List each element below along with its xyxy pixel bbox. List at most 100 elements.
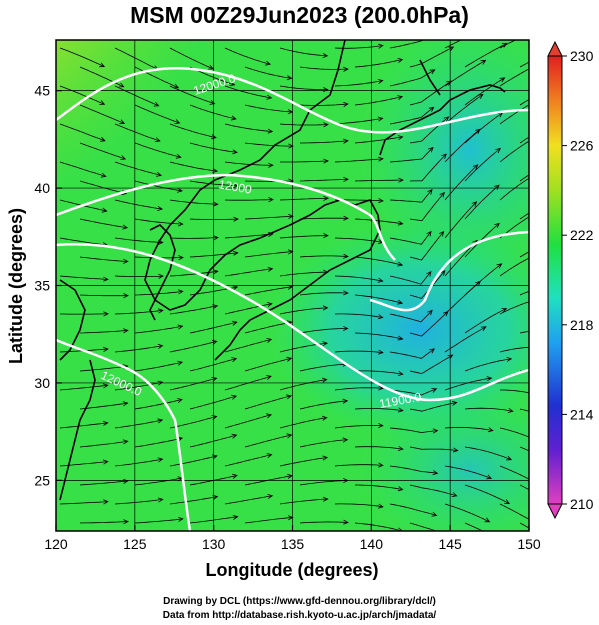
streamline-arrowhead bbox=[439, 191, 445, 198]
streamline bbox=[464, 484, 510, 504]
streamline-arrowhead bbox=[213, 201, 219, 207]
streamline-arrowhead bbox=[397, 335, 404, 341]
streamline-arrowhead bbox=[322, 496, 329, 502]
streamline bbox=[224, 454, 272, 467]
streamline bbox=[59, 47, 105, 67]
streamline bbox=[464, 77, 505, 106]
streamline-arrowhead bbox=[232, 250, 239, 256]
streamline bbox=[169, 377, 217, 391]
streamline bbox=[244, 215, 293, 220]
streamline-arrowhead bbox=[323, 87, 329, 93]
streamline-arrowhead bbox=[123, 258, 129, 264]
streamline bbox=[279, 498, 328, 505]
streamline-arrowhead bbox=[229, 81, 236, 86]
streamline-arrowhead bbox=[343, 519, 349, 525]
streamline-arrowhead bbox=[343, 478, 349, 484]
streamline bbox=[334, 313, 383, 318]
streamline-arrowhead bbox=[177, 187, 183, 193]
streamline bbox=[499, 216, 529, 239]
streamline-arrowhead bbox=[99, 136, 106, 142]
streamline-arrowhead bbox=[212, 168, 219, 174]
streamline-arrowhead bbox=[118, 82, 125, 88]
streamline bbox=[169, 416, 217, 429]
streamline-arrowhead bbox=[212, 269, 219, 275]
streamline-arrowhead bbox=[496, 263, 503, 269]
streamline bbox=[189, 475, 238, 486]
streamline bbox=[114, 458, 163, 467]
streamline-arrowhead bbox=[538, 483, 543, 487]
streamline bbox=[79, 330, 128, 334]
streamline-arrowhead bbox=[173, 83, 180, 89]
streamline-arrowhead bbox=[501, 308, 508, 313]
streamline-arrowhead bbox=[122, 439, 129, 445]
streamline-arrowhead bbox=[451, 400, 458, 406]
streamline-arrowhead bbox=[343, 101, 349, 107]
streamline-arrowhead bbox=[443, 116, 450, 122]
streamline-arrowhead bbox=[494, 184, 500, 190]
streamline-arrowhead bbox=[343, 290, 349, 296]
streamline-arrowhead bbox=[156, 171, 163, 177]
streamline bbox=[114, 123, 161, 142]
streamline-arrowhead bbox=[102, 383, 109, 389]
streamline bbox=[244, 475, 293, 486]
streamline bbox=[134, 437, 183, 448]
streamline bbox=[519, 61, 529, 68]
streamline-arrowhead bbox=[429, 348, 435, 354]
streamline bbox=[519, 408, 529, 412]
streamline-arrowhead bbox=[323, 158, 329, 164]
streamline bbox=[114, 419, 163, 429]
streamline-arrowhead bbox=[480, 59, 487, 65]
streamline bbox=[519, 251, 529, 258]
streamline bbox=[279, 417, 327, 429]
streamline-arrowhead bbox=[441, 153, 447, 160]
y-tick-label: 25 bbox=[34, 472, 50, 488]
streamline-arrowhead bbox=[377, 314, 384, 320]
streamline-arrowhead bbox=[265, 60, 271, 66]
streamline-arrowhead bbox=[377, 79, 384, 84]
streamline-arrowhead bbox=[378, 349, 384, 355]
streamline-arrowhead bbox=[177, 516, 184, 522]
streamline-arrowhead bbox=[542, 394, 547, 398]
streamline bbox=[189, 516, 238, 524]
streamline bbox=[409, 116, 449, 144]
colorbar-max-arrow bbox=[547, 40, 563, 57]
streamline bbox=[464, 184, 500, 220]
streamline-arrowhead bbox=[534, 172, 539, 176]
streamline bbox=[499, 301, 529, 315]
streamline bbox=[114, 47, 159, 70]
streamline bbox=[464, 446, 512, 461]
streamline bbox=[499, 465, 529, 480]
streamline bbox=[114, 85, 159, 107]
colorbar-tick-label: 210 bbox=[570, 496, 594, 512]
streamline-arrowhead bbox=[486, 474, 493, 480]
streamline bbox=[409, 231, 444, 261]
streamline bbox=[114, 381, 163, 391]
streamline bbox=[244, 104, 293, 113]
streamline bbox=[224, 414, 272, 429]
streamline bbox=[79, 440, 128, 448]
streamline bbox=[299, 400, 348, 410]
streamline-arrowhead bbox=[266, 453, 273, 459]
streamline bbox=[169, 340, 217, 353]
streamline-arrowhead bbox=[536, 98, 541, 102]
streamline-arrowhead bbox=[231, 320, 238, 326]
streamline bbox=[334, 503, 383, 508]
streamline-arrowhead bbox=[323, 195, 329, 201]
streamline bbox=[114, 310, 163, 315]
streamline-arrowhead bbox=[102, 420, 109, 426]
streamline bbox=[299, 328, 348, 334]
streamline-arrowhead bbox=[153, 101, 160, 107]
streamline bbox=[279, 123, 329, 126]
streamline bbox=[224, 199, 274, 201]
streamline-arrowhead bbox=[562, 376, 567, 380]
streamline bbox=[79, 104, 125, 124]
colorbar-tick-label: 226 bbox=[570, 138, 594, 154]
streamline-arrowhead bbox=[268, 162, 274, 168]
streamline bbox=[409, 80, 452, 106]
streamline-arrowhead bbox=[321, 415, 328, 421]
streamline-arrowhead bbox=[322, 53, 329, 59]
streamline bbox=[114, 499, 163, 505]
streamline bbox=[389, 503, 437, 516]
streamline-arrowhead bbox=[426, 270, 432, 277]
streamline bbox=[444, 465, 492, 479]
